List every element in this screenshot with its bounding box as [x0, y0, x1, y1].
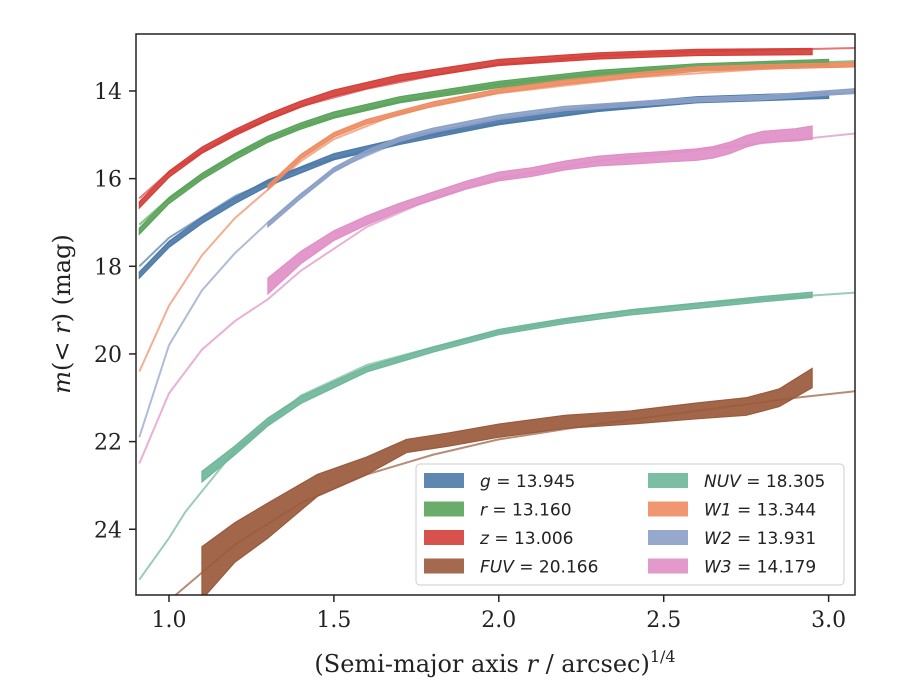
- y-axis-label: m(< r) (mag): [48, 234, 76, 394]
- legend-label-nuv: NUV = 18.305: [704, 472, 825, 492]
- ticks-layer: 1.0 1.5 2.0 2.5 3.0 14 16 18 20 22 24: [94, 80, 846, 633]
- y-tick-label-18: 18: [94, 255, 122, 280]
- y-tick-label-16: 16: [94, 168, 122, 193]
- legend-label-w1: W1 = 13.344: [704, 501, 816, 521]
- x-axis-label: (Semi-major axis r / arcsec)1/4: [314, 647, 675, 678]
- y-tick-label-20: 20: [94, 343, 122, 368]
- legend-box: [415, 463, 845, 586]
- legend-label-g: g = 13.945: [480, 472, 575, 492]
- band-fuv: [201, 367, 813, 595]
- band-z: [138, 47, 813, 210]
- legend-label-z: z = 13.006: [479, 529, 573, 549]
- legend-swatch-w1: [648, 501, 688, 517]
- legend-swatch-r: [424, 501, 464, 517]
- band-w2: [267, 88, 855, 229]
- legend-swatch-w3: [648, 558, 688, 574]
- x-tick-label-2-0: 2.0: [481, 608, 516, 633]
- y-tick-label-24: 24: [94, 518, 122, 543]
- band-w3: [267, 125, 813, 296]
- legend-swatch-fuv: [424, 558, 464, 574]
- legend-label-w3: W3 = 14.179: [704, 558, 816, 578]
- legend-label-w2: W2 = 13.931: [704, 529, 816, 549]
- legend: g = 13.945 r = 13.160 z = 13.006 FUV = 20.1…: [415, 463, 845, 586]
- plot-frame: [135, 33, 856, 596]
- x-tick-label-1-0: 1.0: [151, 608, 186, 633]
- legend-swatch-w2: [648, 530, 688, 545]
- legend-label-r: r = 13.160: [480, 501, 572, 521]
- y-tick-label-14: 14: [94, 80, 122, 105]
- series-layer: [138, 47, 855, 595]
- x-tick-label-2-5: 2.5: [646, 608, 681, 633]
- band-nuv: [201, 291, 813, 484]
- legend-swatch-z: [424, 530, 464, 545]
- x-tick-label-3-0: 3.0: [811, 608, 846, 633]
- legend-label-fuv: FUV = 20.166: [480, 558, 598, 578]
- band-w1: [267, 61, 855, 191]
- y-tick-label-22: 22: [94, 431, 122, 456]
- legend-swatch-g: [424, 473, 464, 488]
- legend-swatch-nuv: [648, 473, 688, 488]
- model-line-w1: [138, 64, 855, 372]
- x-tick-label-1-5: 1.5: [316, 608, 351, 633]
- band-g: [138, 91, 830, 280]
